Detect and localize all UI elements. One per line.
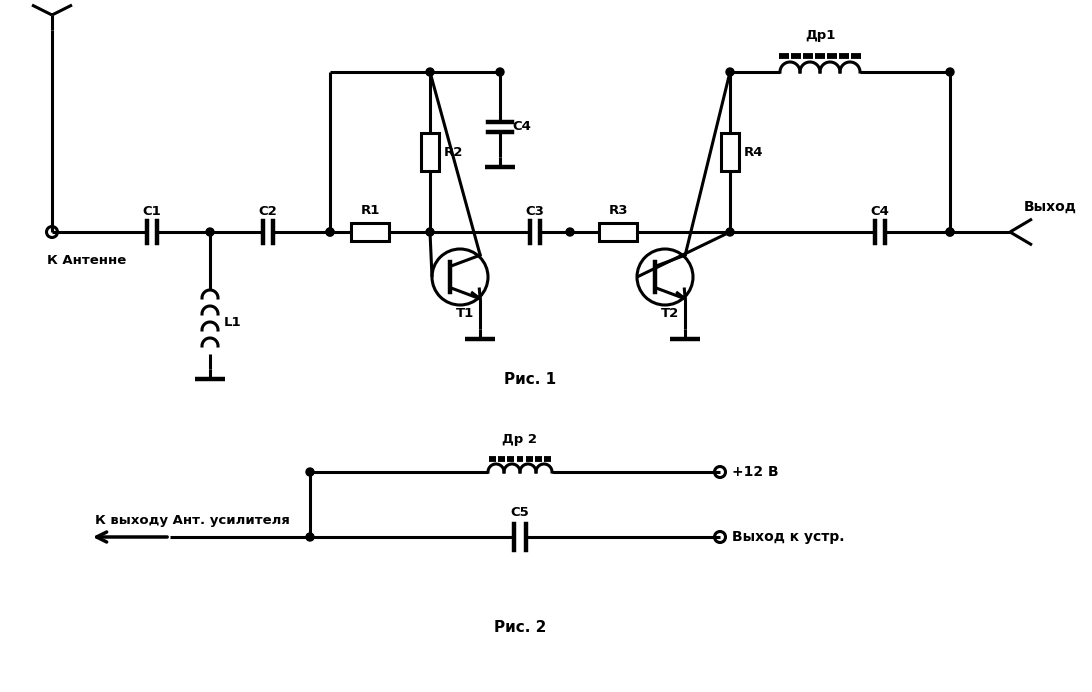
Text: C4: C4: [870, 205, 890, 218]
Circle shape: [306, 533, 314, 541]
Text: Рис. 1: Рис. 1: [503, 372, 556, 387]
Text: +12 В: +12 В: [732, 465, 779, 479]
Text: T1: T1: [455, 307, 474, 320]
Text: C2: C2: [259, 205, 277, 218]
Text: C1: C1: [143, 205, 162, 218]
Text: Дp1: Дp1: [805, 29, 835, 42]
Text: R2: R2: [444, 145, 463, 158]
Text: C3: C3: [525, 205, 545, 218]
Bar: [721, 133, 739, 171]
Circle shape: [306, 468, 314, 476]
Circle shape: [327, 228, 334, 236]
Circle shape: [496, 68, 505, 76]
Text: Рис. 2: Рис. 2: [494, 620, 546, 635]
Text: Выход: Выход: [1024, 200, 1077, 214]
Circle shape: [946, 228, 954, 236]
Circle shape: [946, 228, 954, 236]
Circle shape: [327, 228, 334, 236]
Text: Дp 2: Дp 2: [502, 433, 537, 446]
Text: Выход к устр.: Выход к устр.: [732, 530, 844, 544]
Circle shape: [726, 68, 734, 76]
Circle shape: [206, 228, 214, 236]
Text: К Антенне: К Антенне: [47, 254, 127, 267]
Circle shape: [946, 68, 954, 76]
Text: C5: C5: [511, 506, 530, 519]
Text: C4: C4: [512, 120, 531, 134]
Circle shape: [426, 68, 434, 76]
Bar: [600, 223, 637, 241]
Text: L1: L1: [224, 316, 241, 329]
Text: R3: R3: [608, 204, 628, 217]
Circle shape: [426, 228, 434, 236]
Text: К выходу Ант. усилителя: К выходу Ант. усилителя: [95, 514, 289, 527]
Text: T2: T2: [661, 307, 679, 320]
Bar: [422, 133, 439, 171]
Text: R4: R4: [744, 145, 763, 158]
Circle shape: [566, 228, 574, 236]
Text: R1: R1: [360, 204, 380, 217]
Circle shape: [726, 228, 734, 236]
Bar: [351, 223, 389, 241]
